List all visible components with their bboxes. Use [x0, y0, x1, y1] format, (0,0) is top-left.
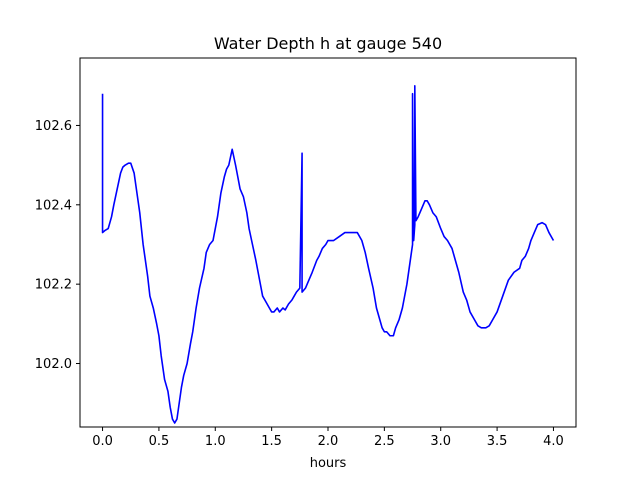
y-tick-label: 102.0	[35, 357, 72, 372]
x-axis-label: hours	[310, 456, 347, 471]
x-tick-label: 2.0	[318, 434, 339, 449]
x-tick-label: 0.5	[149, 434, 170, 449]
y-tick-label: 102.2	[35, 278, 72, 293]
y-axis-ticks: 102.0 102.2 102.4 102.6	[35, 119, 80, 372]
x-tick-label: 1.0	[205, 434, 226, 449]
x-tick-label: 2.5	[374, 434, 395, 449]
x-tick-label: 3.5	[487, 434, 508, 449]
y-tick-label: 102.4	[35, 198, 72, 213]
series-line-0	[101, 84, 555, 424]
x-tick-label: 4.0	[543, 434, 564, 449]
x-tick-label: 0.0	[92, 434, 113, 449]
x-tick-label: 1.5	[261, 434, 282, 449]
x-axis-ticks: 0.0 0.5 1.0 1.5 2.0 2.5 3.0 3.5 4.0	[92, 427, 564, 449]
x-tick-label: 3.0	[430, 434, 451, 449]
series-layer	[101, 84, 555, 424]
y-tick-label: 102.6	[35, 119, 72, 134]
chart-title: Water Depth h at gauge 540	[214, 34, 442, 53]
